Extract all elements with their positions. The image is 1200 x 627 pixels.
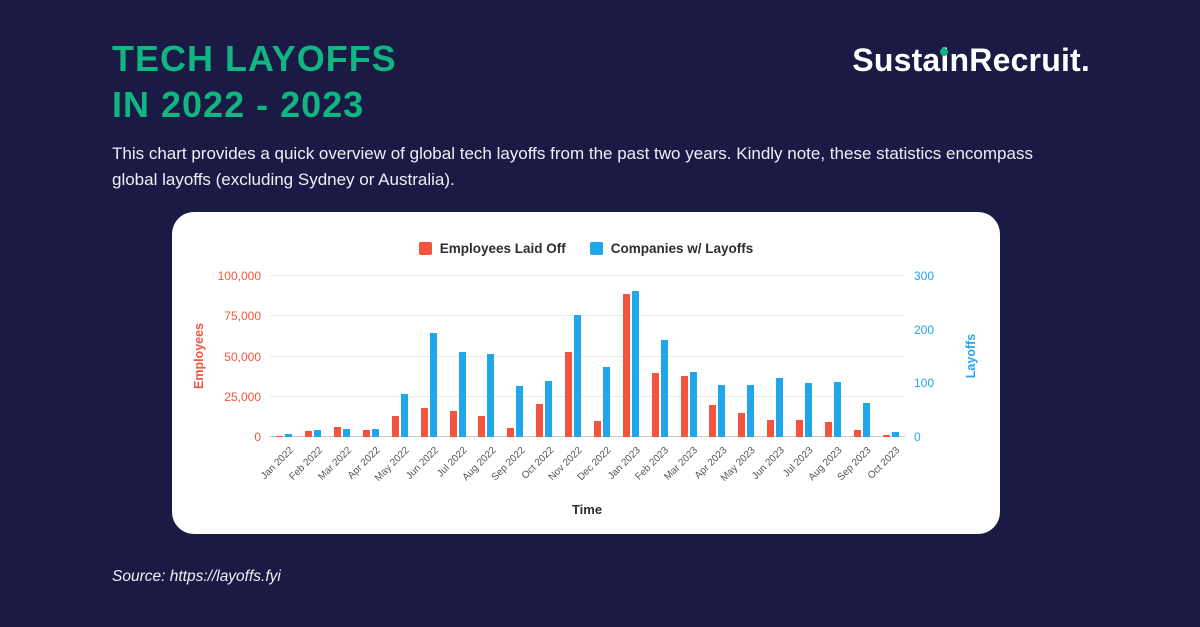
bar-companies-mar-2022: [343, 428, 351, 437]
bar-employees-sep-2022: [507, 427, 515, 437]
bar-companies-jun-2022: [429, 333, 437, 437]
bar-companies-may-2022: [400, 394, 408, 437]
bar-employees-apr-2022: [363, 430, 371, 437]
bar-companies-aug-2023: [833, 382, 841, 437]
bar-employees-jun-2023: [767, 420, 775, 437]
bar-employees-jan-2022: [276, 436, 284, 437]
bar-employees-mar-2022: [334, 427, 342, 437]
bar-employees-jul-2023: [795, 420, 803, 437]
bar-employees-jan-2023: [622, 293, 630, 437]
bar-companies-jan-2023: [631, 291, 639, 437]
bar-companies-sep-2022: [516, 386, 524, 437]
gridline: [270, 395, 905, 397]
bar-companies-oct-2022: [545, 380, 553, 437]
bar-companies-may-2023: [747, 385, 755, 437]
legend-swatch-companies: [589, 241, 603, 255]
gridline: [270, 315, 905, 317]
bar-companies-jul-2022: [458, 352, 466, 437]
bar-employees-oct-2022: [536, 404, 544, 437]
bar-employees-jul-2022: [449, 411, 457, 437]
bar-employees-sep-2023: [853, 429, 861, 437]
gridline: [270, 355, 905, 357]
bar-employees-nov-2022: [565, 351, 573, 437]
bar-companies-sep-2023: [862, 402, 870, 437]
x-axis-title: Time: [571, 502, 603, 517]
plot-area: [270, 275, 905, 437]
bar-companies-feb-2022: [314, 430, 322, 437]
bar-companies-jan-2022: [285, 434, 293, 437]
brand-logo: SustainRecruit.: [852, 44, 1090, 76]
bar-employees-apr-2023: [709, 404, 717, 437]
gridline: [270, 436, 905, 437]
gridline: [270, 275, 905, 276]
bar-companies-jul-2023: [804, 383, 812, 437]
right-axis-tick-label: 300: [914, 269, 935, 283]
title-line-2: IN 2022 - 2023: [112, 84, 365, 126]
logo-accent-dot: [940, 48, 949, 56]
bar-employees-may-2023: [738, 412, 746, 437]
left-axis-tick-label: 75,000: [224, 309, 261, 324]
bar-companies-nov-2022: [574, 314, 582, 437]
right-axis-tick-label: 0: [914, 430, 921, 444]
bar-companies-aug-2022: [487, 353, 495, 437]
legend-label-employees: Employees Laid Off: [439, 240, 566, 256]
bar-employees-feb-2022: [305, 431, 313, 437]
chart-legend: Employees Laid Off Companies w/ Layoffs: [172, 240, 1000, 256]
bar-companies-apr-2023: [718, 385, 726, 437]
description-text: This chart provides a quick overview of …: [112, 144, 1033, 189]
left-axis-tick-label: 50,000: [224, 349, 261, 364]
bar-employees-mar-2023: [680, 375, 688, 437]
right-axis-tick-label: 200: [914, 322, 935, 337]
bar-employees-dec-2022: [593, 420, 601, 437]
left-axis-tick-label: 25,000: [224, 389, 261, 404]
bar-companies-jun-2023: [776, 377, 784, 437]
bar-employees-may-2022: [391, 416, 399, 437]
bar-companies-mar-2023: [689, 371, 697, 437]
bar-employees-feb-2023: [651, 372, 659, 437]
bar-employees-aug-2023: [824, 422, 832, 437]
bar-companies-oct-2023: [891, 431, 899, 437]
bar-companies-feb-2023: [660, 340, 668, 437]
chart-card: Employees Laid Off Companies w/ Layoffs …: [172, 212, 1000, 534]
legend-item-employees: Employees Laid Off: [418, 240, 566, 256]
bar-employees-oct-2023: [882, 435, 890, 437]
legend-label-companies: Companies w/ Layoffs: [610, 240, 754, 256]
bar-employees-aug-2022: [478, 416, 486, 437]
source-text: Source: https://layoffs.fyi: [112, 568, 281, 585]
right-axis-ticks: 0 100 200 300: [914, 269, 974, 444]
right-axis-tick-label: 100: [914, 376, 935, 391]
left-axis-tick-label: 0: [254, 430, 261, 444]
bar-companies-dec-2022: [602, 367, 610, 437]
x-axis-labels: Jan 2022 Feb 2022 Mar 2022 Apr 2022 May 2022…: [259, 445, 903, 484]
legend-swatch-employees: [418, 241, 432, 255]
brand-logo-text: SustainRecruit.: [852, 42, 1090, 78]
left-axis-tick-label: 100,000: [217, 269, 261, 283]
bar-employees-jun-2022: [420, 408, 428, 437]
title-line-1: TECH LAYOFFS: [112, 38, 397, 79]
bar-companies-apr-2022: [372, 428, 380, 437]
left-axis-ticks: 0 25,000 50,000 75,000 100,000: [172, 269, 261, 444]
legend-item-companies: Companies w/ Layoffs: [589, 240, 754, 256]
page-title: TECH LAYOFFS IN 2022 - 2023: [112, 36, 397, 128]
